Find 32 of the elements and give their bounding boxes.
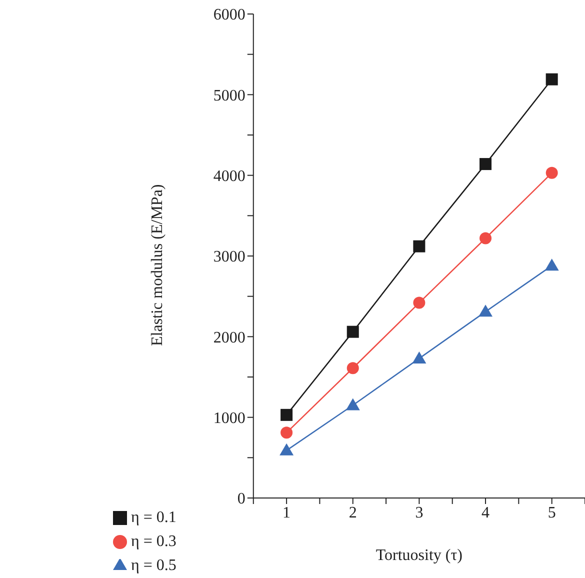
point: [346, 362, 359, 374]
point: [346, 398, 360, 410]
x-axis-title: Tortuosity (τ): [376, 547, 463, 564]
y-tick-label: 2000: [213, 329, 246, 346]
x-tick-label: 3: [415, 504, 424, 522]
point: [412, 351, 426, 364]
legend-label: η = 0.5: [131, 557, 176, 574]
point: [546, 73, 558, 86]
point: [280, 443, 294, 456]
x-tick-label: 4: [482, 504, 490, 522]
y-tick-label: 3000: [213, 248, 246, 266]
point: [280, 426, 293, 439]
legend-label: η = 0.3: [131, 533, 176, 550]
point: [346, 326, 359, 338]
y-tick-label: 1000: [213, 410, 246, 428]
y-tick-label: 0: [237, 490, 246, 508]
point: [413, 240, 426, 252]
x-tick-label: 1: [282, 504, 291, 522]
y-axis-title: Elastic modulus (E/MPa): [149, 184, 166, 346]
point: [413, 296, 426, 309]
point: [480, 232, 492, 244]
point: [478, 304, 493, 317]
y-tick-label: 6000: [213, 6, 246, 24]
point: [280, 408, 293, 421]
point: [546, 166, 558, 179]
point: [544, 258, 559, 271]
y-tick-label: 4000: [213, 168, 246, 186]
point: [480, 158, 492, 170]
y-tick-label: 5000: [213, 87, 246, 104]
x-tick-label: 5: [548, 504, 556, 522]
legend-label: η = 0.1: [131, 509, 176, 526]
x-tick-label: 2: [348, 504, 357, 522]
